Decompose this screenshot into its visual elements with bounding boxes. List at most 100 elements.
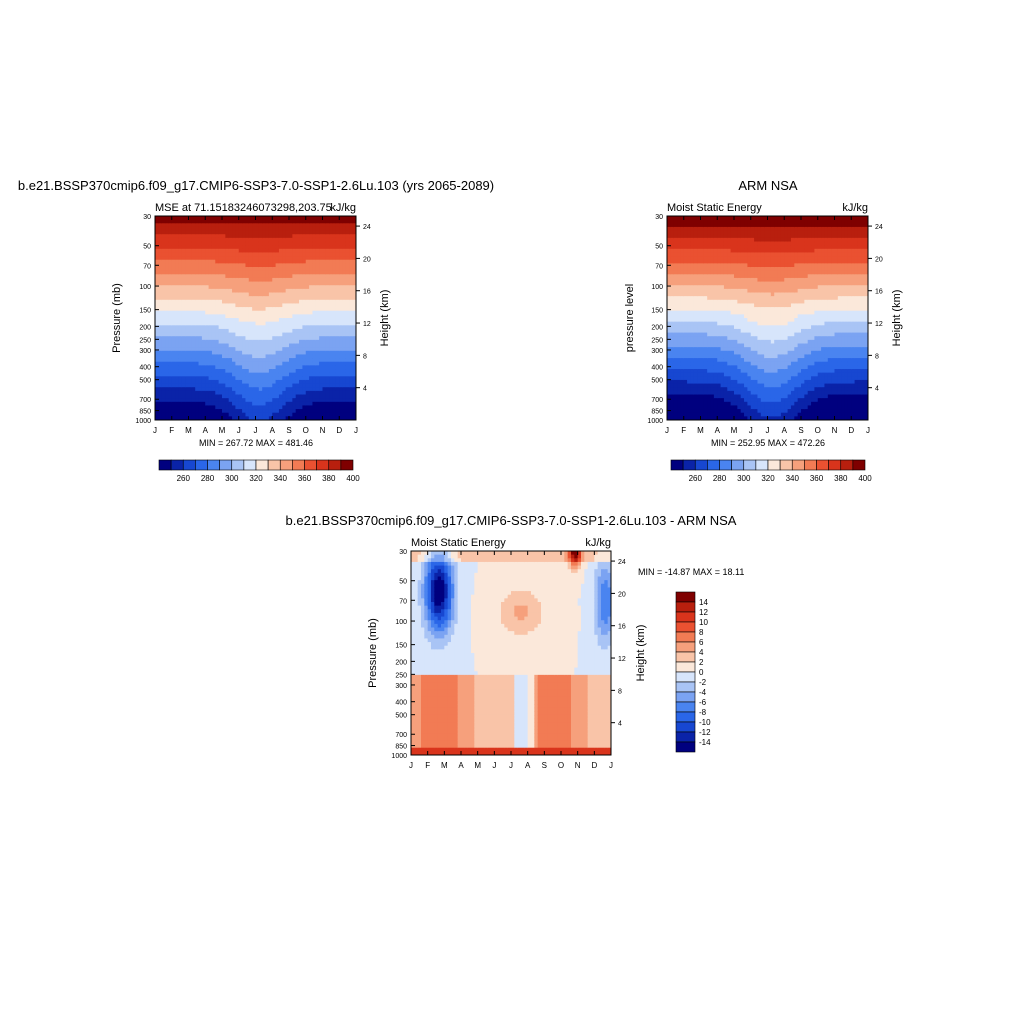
- contour-cell: [329, 409, 334, 414]
- contour-cell: [181, 252, 186, 257]
- contour-cell: [349, 241, 354, 246]
- contour-cell: [352, 230, 356, 235]
- contour-cell: [195, 219, 200, 224]
- contour-cell: [161, 237, 166, 243]
- contour-cell: [282, 296, 287, 301]
- contour-cell: [155, 394, 159, 399]
- contour-cell: [730, 336, 735, 341]
- contour-cell: [299, 256, 303, 261]
- contour-cell: [697, 226, 702, 232]
- contour-cell: [295, 274, 300, 279]
- contour-cell: [683, 314, 688, 319]
- contour-cell: [292, 310, 297, 315]
- contour-cell: [667, 343, 671, 348]
- contour-cell: [245, 379, 250, 385]
- contour-cell: [205, 394, 210, 399]
- contour-cell: [272, 321, 277, 326]
- contour-cell: [342, 347, 347, 352]
- contour-cell: [345, 398, 350, 403]
- contour-cell: [312, 372, 317, 377]
- contour-cell: [703, 365, 708, 370]
- contour-cell: [352, 237, 356, 243]
- contour-cell: [723, 292, 728, 297]
- contour-cell: [201, 358, 206, 363]
- contour-cell: [687, 409, 692, 414]
- contour-cell: [201, 219, 206, 224]
- contour-cell: [700, 376, 705, 381]
- contour-cell: [750, 277, 755, 283]
- contour-cell: [232, 245, 236, 250]
- contour-cell: [248, 285, 253, 290]
- contour-cell: [312, 339, 317, 345]
- contour-cell: [750, 387, 755, 392]
- contour-cell: [211, 292, 216, 297]
- contour-cell: [255, 350, 260, 356]
- contour-cell: [322, 288, 327, 294]
- contour-cell: [677, 241, 681, 246]
- contour-cell: [730, 409, 735, 414]
- contour-cell: [740, 256, 745, 261]
- contour-cell: [332, 365, 337, 370]
- contour-cell: [168, 292, 173, 297]
- contour-cell: [707, 307, 712, 312]
- contour-cell: [282, 256, 287, 261]
- contour-cell: [222, 336, 226, 341]
- contour-cell: [727, 245, 732, 250]
- contour-cell: [205, 292, 210, 297]
- contour-cell: [342, 390, 347, 396]
- contour-cell: [335, 267, 340, 272]
- contour-cell: [312, 259, 317, 264]
- contour-cell: [713, 226, 718, 232]
- contour-cell: [727, 270, 732, 275]
- contour-cell: [289, 376, 293, 381]
- contour-cell: [252, 263, 257, 268]
- contour-cell: [727, 379, 732, 385]
- contour-cell: [168, 277, 173, 283]
- contour-cell: [727, 412, 732, 417]
- contour-cell: [245, 277, 250, 283]
- contour-cell: [315, 277, 320, 283]
- contour-cell: [282, 281, 287, 286]
- contour-cell: [215, 267, 220, 272]
- contour-cell: [693, 288, 698, 294]
- contour-cell: [345, 354, 350, 359]
- contour-cell: [275, 245, 280, 250]
- contour-cell: [181, 387, 186, 392]
- contour-cell: [278, 339, 283, 345]
- contour-cell: [737, 387, 742, 392]
- contour-cell: [171, 339, 176, 345]
- contour-cell: [744, 270, 748, 275]
- contour-cell: [175, 336, 180, 341]
- contour-cell: [335, 409, 340, 414]
- contour-cell: [232, 277, 236, 283]
- contour-cell: [161, 318, 166, 323]
- contour-cell: [265, 325, 270, 330]
- contour-cell: [225, 321, 230, 326]
- contour-cell: [687, 216, 692, 221]
- contour-cell: [262, 409, 267, 414]
- contour-cell: [723, 405, 728, 410]
- contour-cell: [349, 387, 354, 392]
- contour-cell: [667, 328, 671, 334]
- contour-cell: [242, 401, 247, 407]
- contour-cell: [161, 270, 166, 275]
- contour-cell: [248, 296, 253, 301]
- contour-cell: [185, 270, 190, 275]
- contour-cell: [268, 223, 273, 228]
- contour-cell: [278, 285, 283, 290]
- contour-cell: [155, 343, 159, 348]
- contour-cell: [744, 223, 748, 228]
- contour-cell: [215, 347, 220, 352]
- contour-cell: [737, 237, 742, 243]
- contour-cell: [198, 401, 203, 407]
- contour-cell: [339, 332, 344, 337]
- contour-cell: [282, 383, 287, 388]
- contour-cell: [205, 216, 210, 221]
- contour-cell: [232, 274, 236, 279]
- contour-cell: [700, 307, 705, 312]
- contour-cell: [727, 372, 732, 377]
- contour-cell: [727, 241, 732, 246]
- contour-cell: [295, 252, 300, 257]
- contour-cell: [248, 216, 253, 221]
- contour-cell: [258, 347, 263, 352]
